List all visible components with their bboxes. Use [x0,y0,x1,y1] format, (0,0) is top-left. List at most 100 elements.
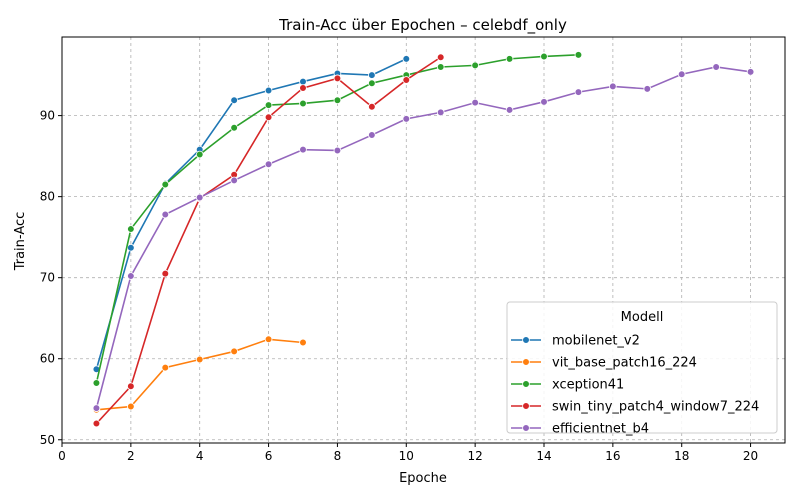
data-point [299,338,307,347]
x-tick-label: 2 [127,449,135,463]
data-point [505,55,514,63]
legend-items: mobilenet_v2 vit_base_patch16_224 xception… [511,334,759,437]
plot-frame [61,36,786,444]
data-point [264,160,273,169]
data-point [230,347,238,356]
data-point [643,85,652,93]
legend: Modell mobilenet_v2 vit_base_patch16_224x… [506,301,778,437]
x-tick-label: 14 [536,449,551,463]
legend-item: xception41 [511,378,624,393]
data-point [368,131,376,139]
x-tick-label: 8 [334,449,342,463]
data-point [299,99,307,108]
series-line [95,58,407,370]
data-point [230,123,238,132]
data-point [677,70,686,79]
data-point [264,113,273,122]
legend-label: xception41 [552,378,624,393]
x-tick-label: 18 [674,449,689,463]
data-point [92,419,101,428]
data-point [746,68,755,76]
legend-item: efficientnet_b4 [511,422,649,437]
data-point [574,88,583,96]
x-tick-label: 6 [265,449,273,463]
data-point [127,402,135,411]
data-point [195,150,204,159]
data-point [127,272,135,280]
data-point [299,84,307,92]
data-point [436,63,445,71]
data-point [402,55,411,63]
data-point [127,382,135,391]
data-point [574,51,583,59]
data-point [299,77,307,86]
x-tick-label: 0 [58,449,66,463]
data-point [712,63,720,71]
data-point [436,108,445,117]
data-point [161,363,170,372]
y-tick-label: 60 [40,352,55,366]
data-point [264,86,273,95]
x-tick-label: 16 [605,449,620,463]
x-tick-label: 10 [399,449,414,463]
legend-box [506,301,778,434]
data-point [368,71,376,79]
x-axis-label: Epoche [399,471,447,486]
data-point [161,210,170,219]
legend-marker [522,402,530,410]
legend-item: mobilenet_v2 [511,334,640,349]
data-point [402,115,411,123]
axis-ticks: 0 2 4 6 8 10 12 14 16 18 20 50 60 70 80 90 [40,109,758,463]
legend-item: vit_base_patch16_224 [511,356,697,371]
data-point [161,269,170,278]
x-tick-label: 12 [468,449,483,463]
legend-marker [522,336,530,344]
data-point [471,61,479,70]
data-point [402,76,411,84]
data-point [368,102,376,111]
y-tick-label: 70 [40,271,55,285]
data-point [161,180,170,189]
data-point [333,74,342,83]
series-mobilenet_v2 [92,55,411,374]
data-point [92,404,101,412]
data-point [92,379,101,387]
x-tick-label: 20 [743,449,758,463]
legend-title: Modell [621,310,664,325]
data-point [299,145,307,154]
legend-marker [522,424,530,432]
legend-label: swin_tiny_patch4_window7_224 [552,400,759,415]
data-point [127,243,135,252]
y-tick-label: 80 [40,190,55,204]
series-line [95,66,751,409]
data-point [609,82,617,91]
data-point [264,335,273,344]
legend-label: efficientnet_b4 [552,422,649,437]
legend-label: vit_base_patch16_224 [552,356,697,371]
data-point [540,98,548,106]
data-point [333,96,342,105]
data-point [127,225,135,233]
data-point [368,79,376,87]
data-point [195,193,204,202]
data-point [230,96,238,105]
y-tick-label: 90 [40,109,55,123]
data-point [436,53,445,62]
legend-marker [522,358,530,366]
data-point [540,52,548,61]
series-layer [92,51,755,428]
data-point [471,98,479,107]
data-point [264,101,273,109]
chart-title: Train-Acc über Epochen – celebdf_only [278,16,567,35]
data-point [333,146,342,155]
data-point [195,355,204,364]
series-efficientnet_b4 [92,63,755,412]
data-point [230,176,238,185]
legend-item: swin_tiny_patch4_window7_224 [511,400,759,415]
data-point [505,106,514,114]
legend-marker [522,380,530,388]
x-tick-label: 4 [196,449,204,463]
legend-label: mobilenet_v2 [552,334,640,349]
y-axis-label: Train-Acc [13,212,28,272]
